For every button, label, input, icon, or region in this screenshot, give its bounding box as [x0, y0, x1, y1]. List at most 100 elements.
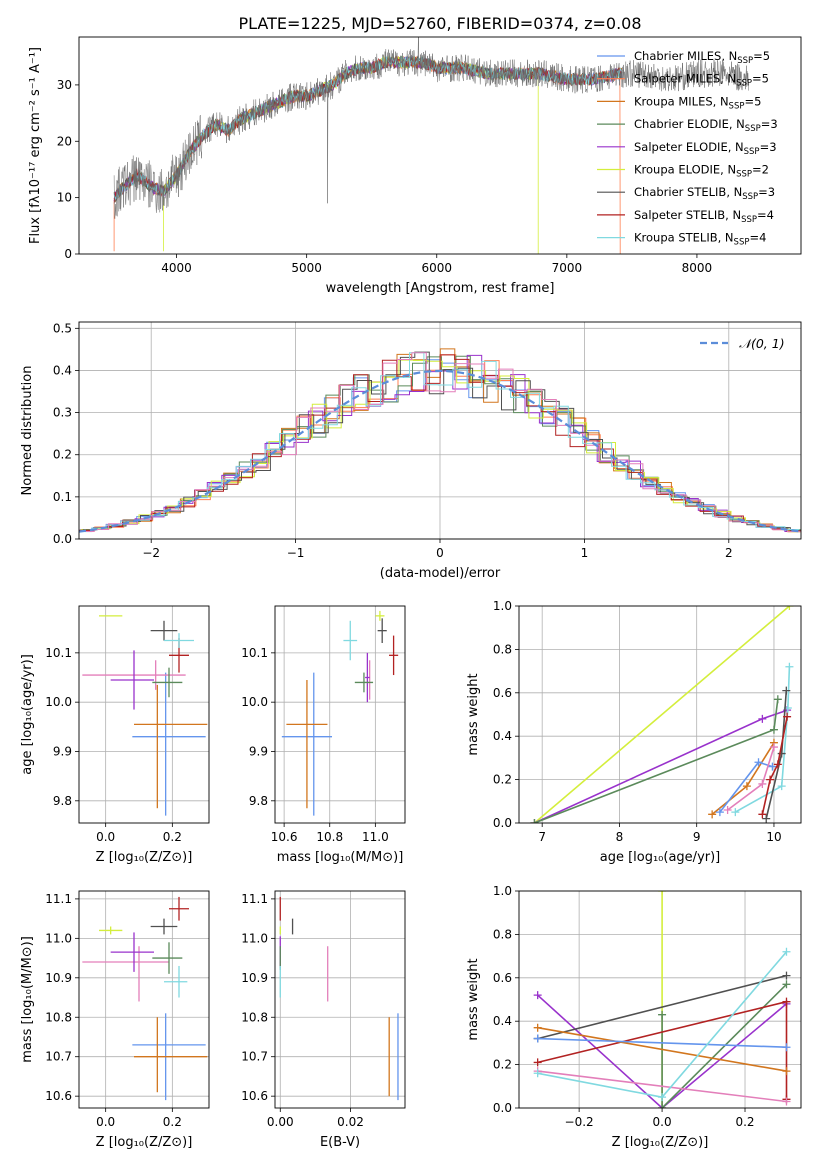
histogram-kroupa_elodie	[81, 359, 801, 533]
y-tick-label: 11.0	[241, 931, 268, 945]
weight-marker	[658, 1010, 667, 1019]
x-tick-label: 0.0	[96, 830, 115, 844]
y-tick-label: 0.6	[493, 686, 512, 700]
y-tick-label: 0.2	[493, 773, 512, 787]
x-tick-label: 0.02	[337, 1115, 364, 1129]
y-tick-label: 11.0	[45, 931, 72, 945]
legend-label: Kroupa ELODIE, NSSP=2	[634, 163, 769, 180]
histogram-salpeter_stelib	[79, 354, 801, 532]
weight-line-salpeter_stelib	[761, 716, 788, 815]
panel-mass_vs_ebv: 0.00 0.02 10.6 10.7 10.8 10.9 11.0 11.1 E(B-V)	[241, 890, 406, 1150]
weight-marker	[782, 947, 791, 956]
weight-marker	[773, 695, 782, 704]
y-tick-label: 20	[57, 134, 72, 148]
y-tick-label: 0.0	[53, 532, 72, 546]
weight-marker	[758, 779, 767, 788]
axes-frame	[518, 605, 802, 824]
weight-line-salpeter_elodie	[537, 994, 788, 1108]
y-tick-label: 10.9	[45, 971, 72, 985]
y-tick-label: 0.4	[493, 729, 512, 743]
y-tick-label: 10.9	[241, 971, 268, 985]
weight-marker	[715, 808, 724, 817]
plot-area	[530, 606, 794, 823]
weight-marker	[782, 997, 791, 1006]
figure-title: PLATE=1225, MJD=52760, FIBERID=0374, z=0…	[238, 14, 641, 33]
x-axis-label: wavelength [Angstrom, rest frame]	[326, 281, 555, 296]
y-tick-label: 0	[64, 247, 72, 261]
x-axis-label: age [log₁₀(age/yr)]	[600, 850, 721, 865]
x-tick-label: 9	[693, 830, 701, 844]
weight-line-kroupa_stelib	[734, 666, 791, 813]
x-axis-label: Z [log₁₀(Z/Z⊙)]	[96, 1135, 193, 1150]
y-tick-label: 30	[57, 78, 72, 92]
x-tick-label: 0.00	[267, 1115, 294, 1129]
errorbar-point-salpeter_stelib	[389, 635, 399, 676]
weight-marker	[782, 971, 791, 980]
weight-marker	[782, 980, 791, 989]
errorbar-point-chabrier_stelib	[150, 918, 178, 935]
errorbar-point-chabrier_stelib	[150, 620, 178, 641]
weight-marker	[782, 1067, 791, 1076]
x-tick-label: 0.2	[163, 830, 182, 844]
legend-label: 𝒩(0, 1)	[739, 336, 785, 351]
x-tick-label: −1	[287, 546, 305, 560]
weight-marker	[785, 606, 794, 610]
y-tick-label: 10.1	[45, 646, 72, 660]
weight-line-chabrier_elodie	[661, 983, 788, 1108]
x-axis-label: (data-model)/error	[380, 566, 501, 581]
weight-marker	[533, 1058, 542, 1067]
panel-spectrum: 4000 5000 6000 7000 8000 0 10 20 30 wavelength [A…	[28, 36, 802, 296]
weight-marker	[731, 808, 740, 817]
axes-frame	[518, 890, 802, 1109]
y-tick-label: 0.4	[53, 363, 72, 377]
weight-marker	[766, 775, 775, 784]
x-tick-label: 0.0	[653, 1115, 672, 1129]
plot-area	[82, 896, 208, 1101]
errorbar-point-kroupa_miles	[286, 679, 328, 809]
errorbar-point-salpeter_stelib	[169, 896, 189, 921]
x-tick-label: 0.0	[96, 1115, 115, 1129]
y-tick-label: 9.8	[249, 794, 268, 808]
weight-line-chabrier_miles	[537, 1037, 787, 1048]
errorbar-point-kroupa_stelib	[343, 620, 358, 661]
y-tick-label: 9.9	[249, 744, 268, 758]
spectrum-data	[113, 37, 749, 219]
errorbar-point-salpeter_elodie	[365, 652, 370, 703]
x-tick-label: 2	[725, 546, 733, 560]
panel-age_vs_mass: 10.6 10.8 11.0 9.8 9.9 10.0 10.1 mass [log₁₀(M/…	[241, 605, 406, 865]
axes-frame	[78, 605, 210, 824]
y-tick-label: 10.8	[241, 1010, 268, 1024]
errorbar-point-chabrier_stelib	[377, 618, 387, 643]
weight-marker	[777, 782, 786, 791]
panel-age_vs_Z: 0.0 0.2 9.8 9.9 10.0 10.1 Z [log₁₀(Z/Z⊙)] age […	[20, 605, 210, 865]
y-tick-label: 0.3	[53, 406, 72, 420]
plot-area	[82, 615, 208, 816]
weight-marker	[758, 810, 767, 819]
x-tick-label: 5000	[291, 261, 322, 275]
x-axis-label: Z [log₁₀(Z/Z⊙)]	[96, 850, 193, 865]
weight-marker	[723, 805, 732, 814]
y-tick-label: 11.1	[45, 892, 72, 906]
weight-marker	[783, 712, 792, 721]
x-tick-label: 8	[616, 830, 624, 844]
weight-marker	[658, 1093, 667, 1102]
weight-marker	[769, 725, 778, 734]
weight-line-salpeter_elodie	[534, 709, 788, 823]
axes-frame	[274, 890, 406, 1109]
y-tick-label: 10.6	[241, 1089, 268, 1103]
weight-marker	[782, 1097, 791, 1106]
errorbar-point-kroupa_elodie	[375, 610, 385, 621]
x-tick-label: −0.2	[565, 1115, 594, 1129]
weight-marker	[533, 1034, 542, 1043]
weight-marker	[533, 1069, 542, 1078]
x-tick-label: 7	[538, 830, 546, 844]
panel-mass_vs_Z: 0.0 0.2 10.6 10.7 10.8 10.9 11.0 11.1 Z [log₁₀(Z…	[20, 890, 210, 1150]
weight-marker	[782, 1043, 791, 1052]
normal-curve	[79, 369, 801, 533]
y-tick-label: 10.7	[45, 1050, 72, 1064]
weight-marker	[762, 814, 771, 823]
panel-residuals: −2 −1 0 1 2 0.0 0.1 0.2 0.3 0.4 0.5 (data-model)/er…	[20, 321, 802, 581]
weight-marker	[773, 760, 782, 769]
weight-line-pink	[537, 1070, 787, 1103]
x-tick-label: 4000	[161, 261, 192, 275]
